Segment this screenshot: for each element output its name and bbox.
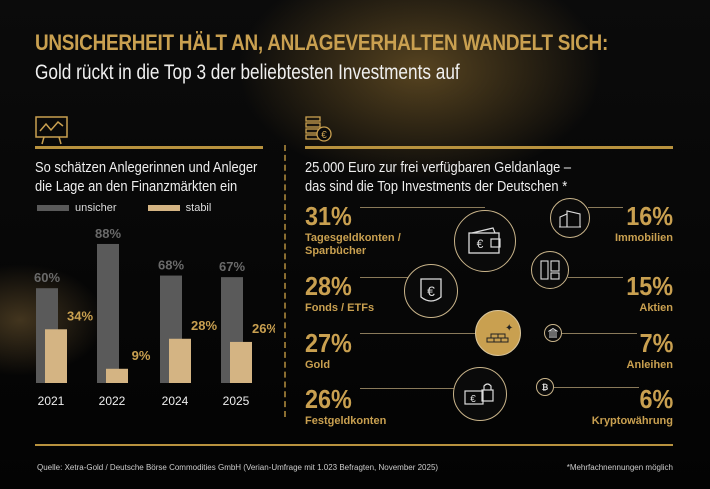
item-percent: 7%	[639, 328, 673, 358]
left-divider	[35, 146, 263, 149]
bar-chart: 60% 34% 2021 88% 9% 2022 68% 28% 2024 67% 26% 2025	[34, 226, 275, 408]
item-percent: 15%	[626, 271, 673, 301]
item-immobilien: 16% Immobilien	[615, 203, 673, 245]
item-percent: 28%	[305, 271, 352, 301]
item-label: Fonds / ETFs	[305, 302, 375, 314]
item-label: Aktien	[639, 302, 673, 314]
legend-label: unsicher	[75, 202, 117, 214]
connector	[588, 207, 623, 208]
item-label: Anleihen	[626, 359, 673, 371]
section-separator	[284, 145, 286, 417]
svg-text:€: €	[470, 394, 476, 405]
item-percent: 16%	[626, 201, 673, 231]
x-tick-label: 2024	[162, 394, 189, 408]
item-gold: 27% Gold	[305, 330, 357, 372]
item-percent: 6%	[639, 384, 673, 414]
legend: unsicher stabil	[37, 202, 211, 214]
legend-label: stabil	[185, 202, 212, 214]
legend-swatch	[147, 205, 180, 212]
right-heading-line1: 25.000 Euro zur frei verfügbaren Geldanl…	[305, 159, 572, 176]
connector	[360, 388, 460, 389]
connector	[360, 277, 410, 278]
item-fonds: 28% Fonds / ETFs	[305, 273, 374, 315]
euro-shield-icon: €	[404, 264, 458, 318]
bitcoin-icon: ₿	[536, 378, 554, 396]
bar-stabil	[169, 338, 191, 383]
item-label-line2: Sparbücher	[305, 245, 367, 257]
item-label: Gold	[305, 359, 331, 371]
connector	[360, 333, 475, 334]
data-label-stabil: 34%	[67, 308, 93, 323]
bar-stabil	[230, 341, 252, 383]
coins-euro-icon: €	[305, 116, 332, 142]
right-heading-line2: das sind die Top Investments der Deutsch…	[305, 178, 568, 195]
bank-icon	[544, 324, 562, 342]
connector	[554, 387, 639, 388]
page-title: UNSICHERHEIT HÄLT AN, ANLAGEVERHALTEN WA…	[35, 30, 609, 55]
item-percent: 26%	[305, 384, 352, 414]
svg-text:✦: ✦	[505, 323, 513, 334]
item-aktien: 15% Aktien	[621, 273, 673, 315]
connector	[360, 207, 485, 208]
footer-divider	[35, 444, 673, 446]
bar-stabil	[106, 368, 128, 383]
right-heading: 25.000 Euro zur frei verfügbaren Geldanl…	[305, 158, 571, 196]
legend-item-unsicher: unsicher	[37, 202, 117, 214]
wallet-euro-icon: €	[454, 210, 516, 272]
data-label-stabil: 26%	[252, 321, 275, 336]
left-heading-line1: So schätzen Anlegerinnen und Anleger	[35, 159, 258, 176]
item-tagesgeld: 31% Tagesgeldkonten / Sparbücher	[305, 203, 401, 258]
item-anleihen: 7% Anleihen	[627, 330, 673, 372]
svg-text:€: €	[477, 237, 484, 251]
item-label: Immobilien	[614, 232, 673, 244]
locked-cash-icon: €	[453, 367, 507, 421]
item-krypto: 6% Kryptowährung	[592, 386, 673, 428]
item-label: Tagesgeldkonten /	[305, 232, 401, 244]
data-label-unsicher: 60%	[34, 270, 60, 285]
item-label: Kryptowährung	[591, 415, 673, 427]
page-subtitle: Gold rückt in die Top 3 der beliebtesten…	[35, 61, 460, 84]
data-label-unsicher: 88%	[95, 226, 121, 241]
stock-tiles-icon	[531, 251, 569, 289]
item-percent: 27%	[305, 328, 352, 358]
connector	[568, 277, 623, 278]
item-percent: 31%	[305, 201, 352, 231]
left-heading: So schätzen Anlegerinnen und Anleger die…	[35, 158, 257, 196]
bar-stabil	[45, 329, 67, 383]
data-label-unsicher: 68%	[158, 258, 184, 273]
chart-presentation-icon	[35, 116, 68, 145]
x-tick-label: 2021	[38, 394, 65, 408]
legend-swatch	[37, 205, 69, 212]
footnote: *Mehrfachnennungen möglich	[566, 463, 673, 472]
legend-item-stabil: stabil	[147, 202, 212, 214]
item-festgeld: 26% Festgeldkonten	[305, 386, 386, 428]
data-label-unsicher: 67%	[219, 259, 245, 274]
item-label: Festgeldkonten	[305, 415, 387, 427]
right-divider	[305, 146, 673, 149]
left-heading-line2: die Lage an den Finanzmärkten ein	[35, 178, 238, 195]
svg-text:€: €	[321, 130, 327, 141]
gold-bars-icon: ✦	[475, 310, 521, 356]
x-tick-label: 2025	[223, 394, 250, 408]
buildings-icon	[550, 198, 590, 238]
data-label-stabil: 9%	[132, 348, 151, 363]
x-tick-label: 2022	[99, 394, 126, 408]
bar-unsicher	[97, 243, 119, 383]
data-label-stabil: 28%	[191, 318, 217, 333]
svg-text:€: €	[427, 283, 435, 299]
source-note: Quelle: Xetra-Gold / Deutsche Börse Comm…	[37, 463, 439, 472]
connector	[562, 333, 637, 334]
